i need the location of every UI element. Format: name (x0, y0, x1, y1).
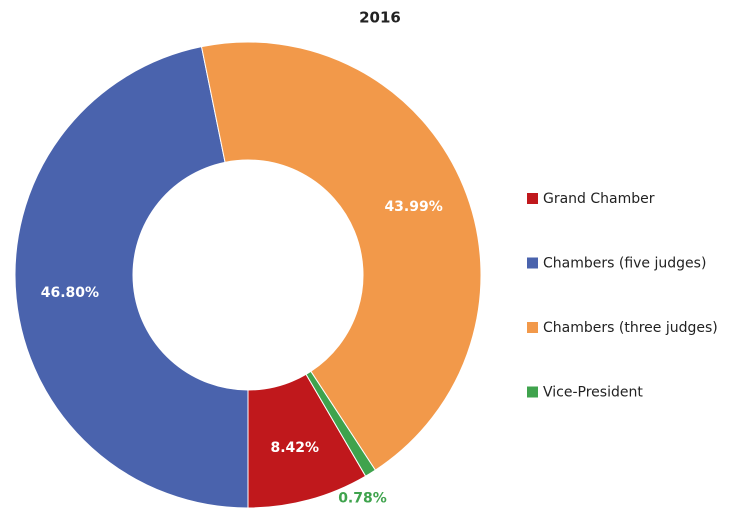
slice-label: 8.42% (271, 440, 320, 456)
slice-label: 43.99% (384, 199, 442, 215)
legend-label: Chambers (three judges) (543, 320, 718, 336)
slice-label: 46.80% (41, 285, 99, 301)
legend-swatch (527, 257, 538, 269)
legend-swatch (527, 322, 538, 333)
legend-swatch (527, 386, 538, 398)
legend-swatch (527, 193, 538, 204)
donut-slice (14, 46, 249, 509)
chart-title: 2016 (359, 9, 401, 27)
slice-label: 0.78% (338, 490, 387, 506)
legend-label: Grand Chamber (543, 191, 655, 207)
legend-label: Vice-President (543, 385, 643, 401)
donut-slice (200, 41, 482, 471)
legend-label: Chambers (five judges) (543, 256, 706, 272)
donut-slice (305, 370, 377, 477)
